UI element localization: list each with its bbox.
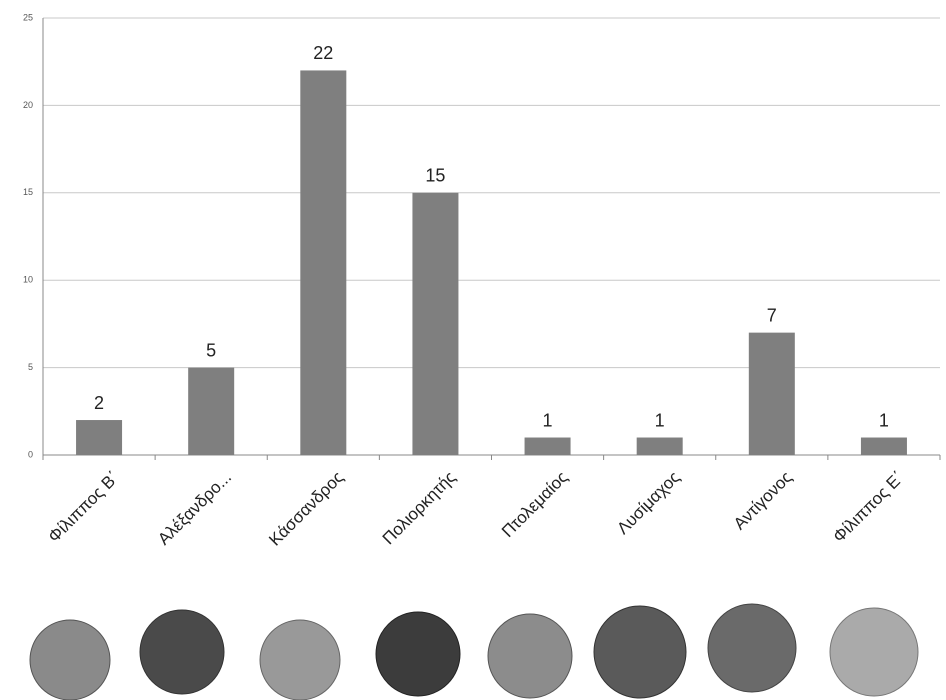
coins [29, 603, 919, 700]
data-label: 5 [206, 340, 216, 360]
coin-image [487, 613, 573, 699]
y-tick-label: 0 [28, 449, 33, 459]
bar [860, 437, 907, 455]
y-tick-label: 25 [23, 12, 33, 22]
x-tick-label: Φίλιππος Ε΄ [829, 468, 908, 547]
bar [76, 420, 123, 455]
coin-image [707, 603, 797, 693]
data-label: 7 [767, 305, 777, 325]
data-label: 15 [425, 166, 445, 186]
y-tick-label: 20 [23, 100, 33, 110]
coin-image [375, 611, 461, 697]
y-tick-label: 5 [28, 362, 33, 372]
x-tick-label: Αλέξανδρο... [154, 468, 235, 549]
x-tick-label: Λυσίμαχος [613, 468, 683, 538]
bar [636, 437, 683, 455]
bar [524, 437, 571, 455]
bar [748, 332, 795, 455]
y-tick-label: 10 [23, 275, 33, 285]
x-tick-label: Φίλιππος Β΄ [44, 468, 123, 547]
x-tick-label: Κάσσανδρος [265, 468, 347, 550]
bar [188, 367, 235, 455]
bar [412, 192, 459, 456]
data-label: 1 [543, 410, 553, 430]
x-tick-label: Αντίγονος [730, 468, 796, 534]
y-tick-label: 15 [23, 187, 33, 197]
data-label: 2 [94, 393, 104, 413]
data-label: 1 [655, 410, 665, 430]
coin-image [259, 619, 341, 700]
coin-image [593, 605, 687, 699]
data-label: 1 [879, 410, 889, 430]
x-tick-label: Πτολεμαίος [498, 468, 572, 542]
coin-image [829, 607, 919, 697]
x-tick-label: Πολιορκητής [379, 468, 460, 549]
bar [300, 70, 347, 455]
data-label: 22 [313, 43, 333, 63]
coin-image [139, 609, 225, 695]
coin-image [29, 619, 111, 700]
